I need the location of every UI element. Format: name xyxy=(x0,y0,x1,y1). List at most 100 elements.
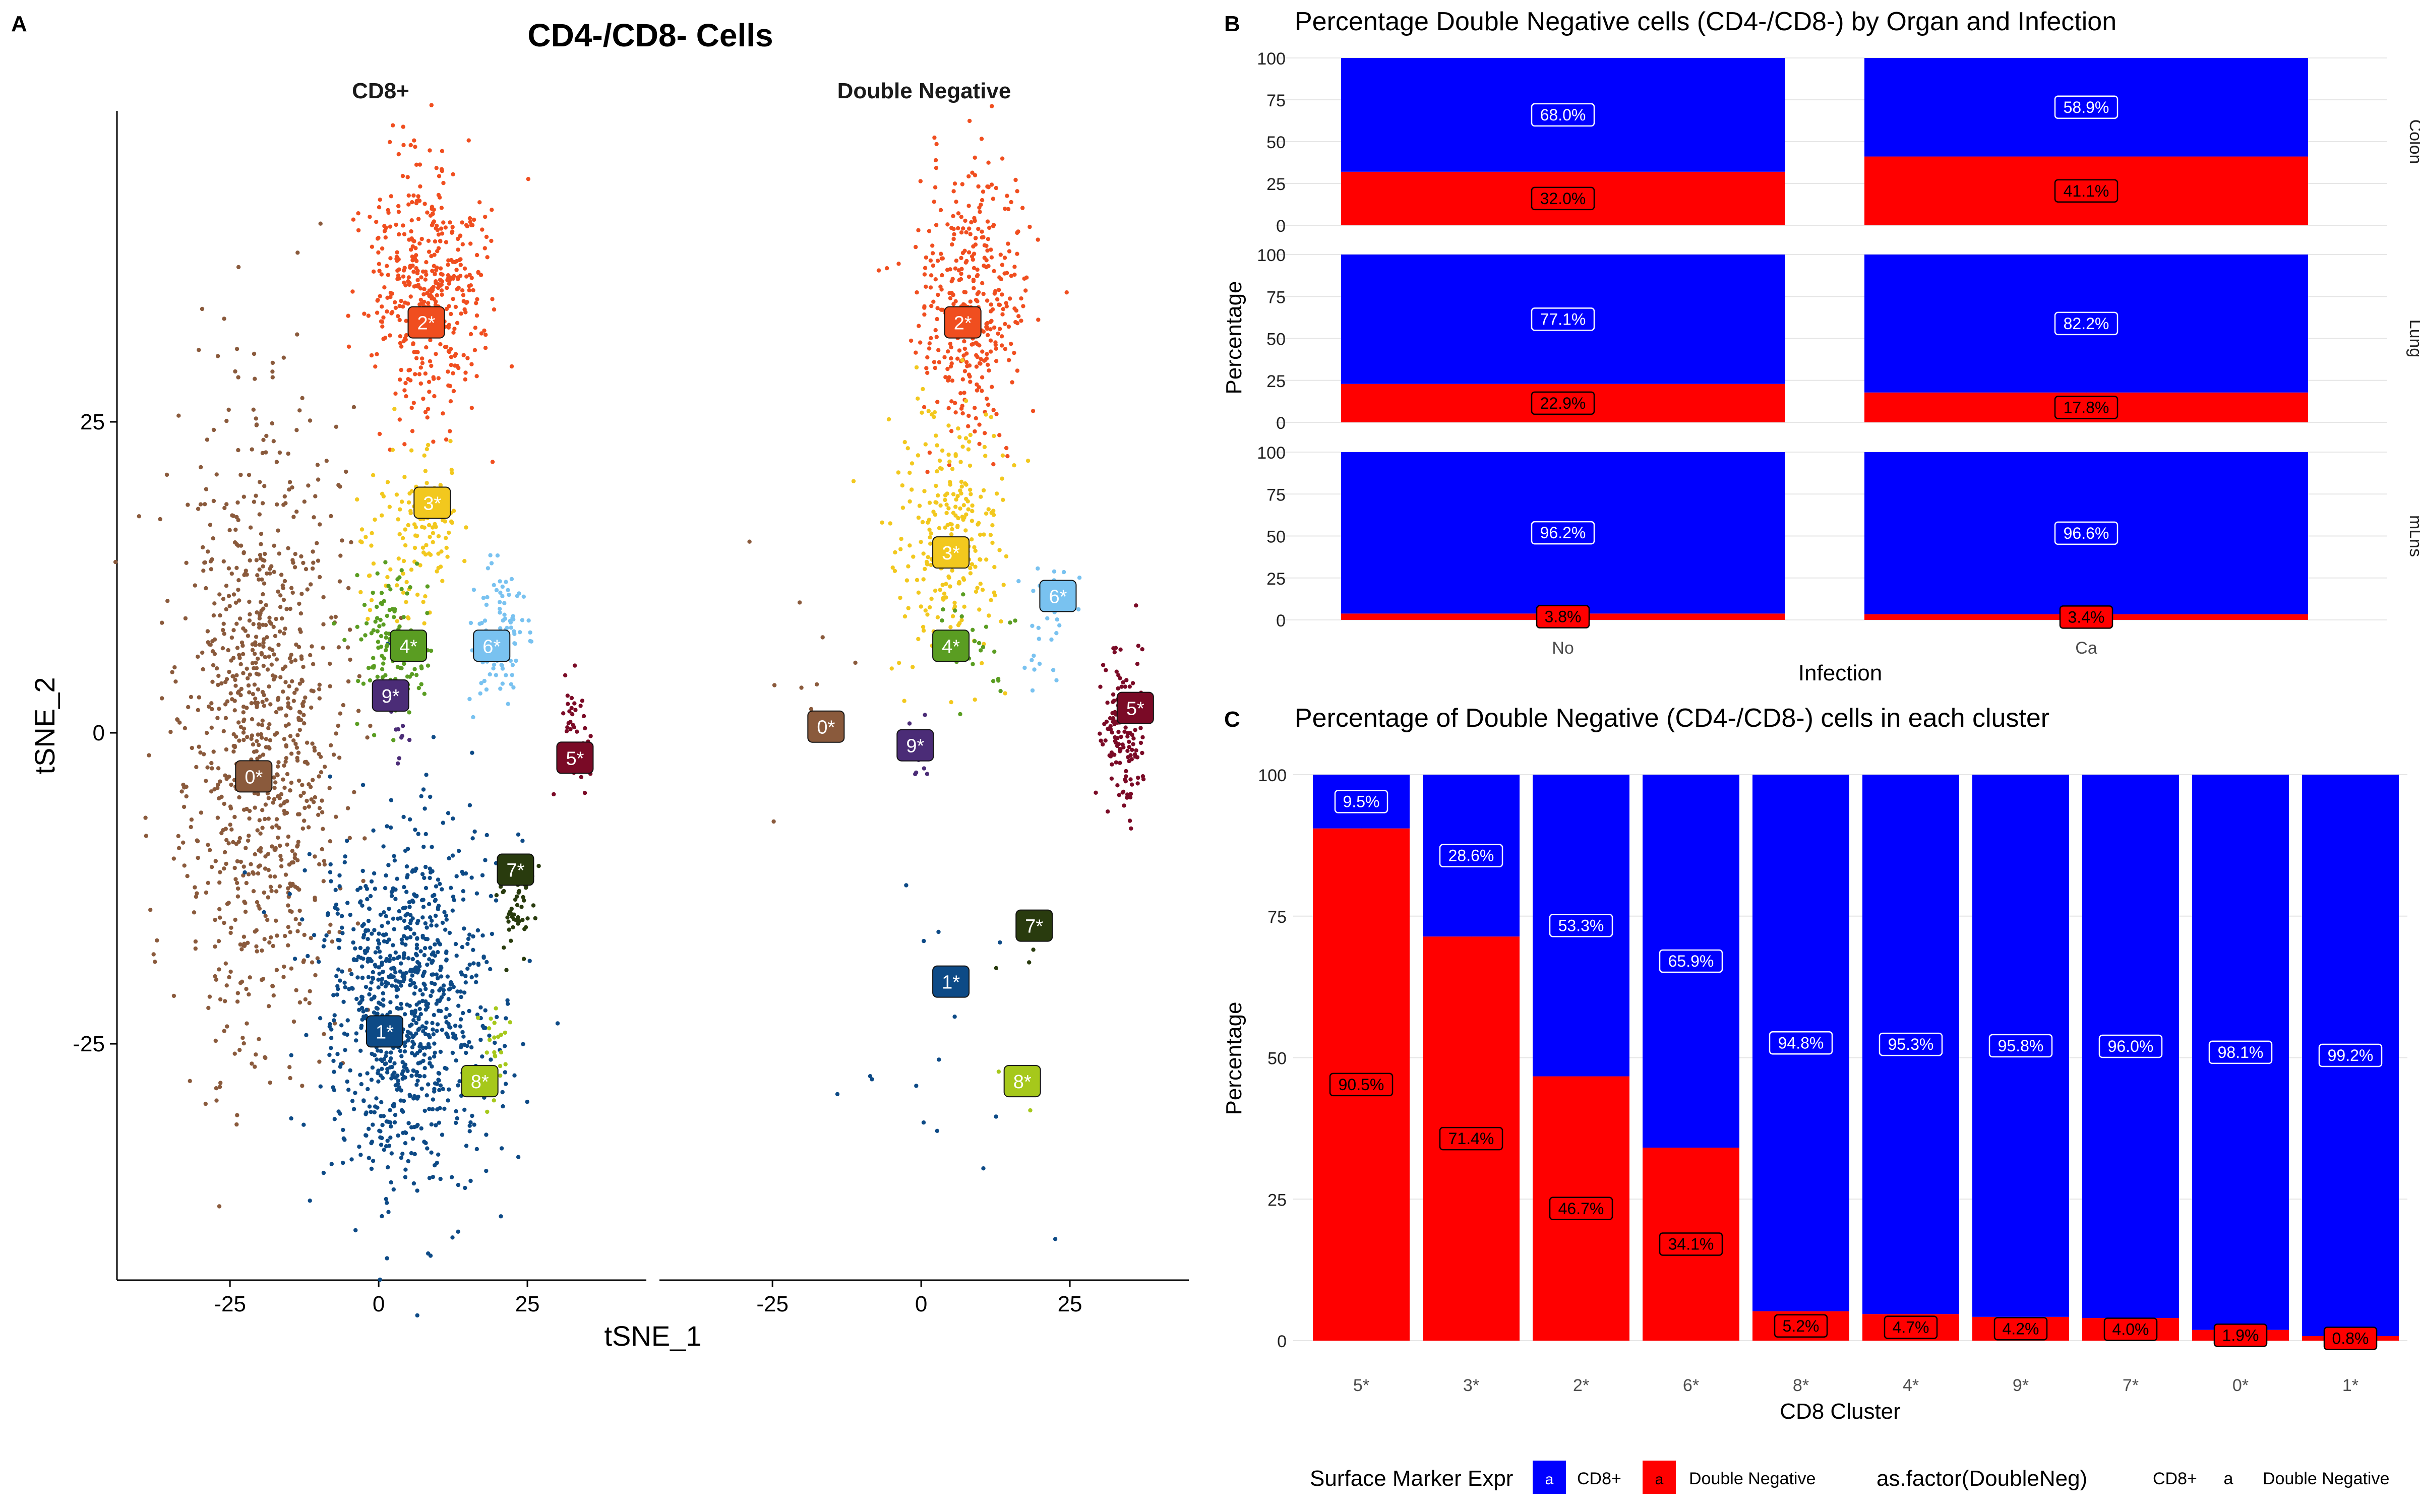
tsne-point xyxy=(210,557,214,562)
tsne-point xyxy=(317,696,322,701)
tsne-point xyxy=(199,810,204,815)
tsne-point xyxy=(353,1228,358,1233)
tsne-point xyxy=(347,987,351,991)
tsne-point xyxy=(279,792,284,797)
tsne-point xyxy=(427,380,432,384)
tsne-point xyxy=(959,230,964,235)
tsne-point xyxy=(408,921,413,925)
tsne-point xyxy=(394,994,399,999)
cluster-label-box xyxy=(932,536,970,569)
tsne-point xyxy=(431,735,436,739)
tsne-point xyxy=(955,494,960,498)
tsne-point xyxy=(360,903,365,908)
tsne-point xyxy=(962,248,967,253)
tsne-point xyxy=(451,330,456,335)
tsne-point xyxy=(1114,760,1118,765)
tsne-point xyxy=(996,1069,1001,1074)
y-tick-label: 50 xyxy=(1267,1049,1287,1068)
tsne-point xyxy=(261,437,266,442)
data-label-box xyxy=(2208,1040,2273,1064)
tsne-point xyxy=(520,918,525,922)
tsne-point xyxy=(264,737,268,741)
tsne-point xyxy=(926,555,930,559)
tsne-point xyxy=(338,553,343,558)
tsne-point xyxy=(248,672,252,677)
tsne-point xyxy=(262,484,267,488)
tsne-point xyxy=(232,814,237,820)
tsne-point xyxy=(268,571,272,576)
tsne-point xyxy=(1015,189,1019,194)
tsne-point xyxy=(809,707,814,712)
tsne-point xyxy=(948,341,953,346)
tsne-point xyxy=(249,736,254,741)
tsne-point xyxy=(353,946,357,951)
tsne-point xyxy=(919,604,924,609)
tsne-point xyxy=(384,1050,389,1055)
tsne-point xyxy=(371,473,376,477)
tsne-point xyxy=(991,197,996,201)
tsne-point xyxy=(216,673,221,678)
tsne-point xyxy=(331,752,336,757)
tsne-point xyxy=(1123,684,1127,689)
tsne-point xyxy=(456,1229,460,1234)
legend-key-glyph: a xyxy=(1545,1471,1554,1488)
tsne-point xyxy=(271,624,276,629)
tsne-point xyxy=(435,1082,439,1086)
tsne-point xyxy=(467,273,472,277)
tsne-point xyxy=(771,819,776,824)
tsne-point xyxy=(361,681,366,686)
tsne-point xyxy=(261,564,265,569)
tsne-point xyxy=(274,616,278,621)
tsne-point xyxy=(507,912,511,916)
tsne-point xyxy=(420,935,425,940)
tsne-point xyxy=(485,1109,490,1114)
tsne-point xyxy=(258,863,262,868)
tsne-point xyxy=(403,381,408,386)
tsne-point xyxy=(299,656,304,661)
tsne-point xyxy=(937,458,942,463)
tsne-point xyxy=(499,1146,504,1151)
tsne-point xyxy=(583,726,587,731)
tsne-point xyxy=(177,720,182,725)
tsne-point xyxy=(971,277,976,282)
tsne-point xyxy=(1036,237,1040,242)
tsne-point xyxy=(940,583,945,587)
tsne-point xyxy=(273,634,278,639)
tsne-point xyxy=(403,1175,408,1179)
tsne-point xyxy=(282,964,286,969)
tsne-point xyxy=(984,258,989,263)
tsne-point xyxy=(369,631,374,636)
tsne-point xyxy=(499,1032,504,1037)
tsne-point xyxy=(934,483,938,488)
tsne-point xyxy=(423,552,428,557)
tsne-point xyxy=(363,951,368,956)
tsne-point xyxy=(935,259,940,263)
tsne-point xyxy=(935,615,940,620)
tsne-point xyxy=(428,1035,432,1040)
cluster-label-text: 2* xyxy=(417,313,436,334)
tsne-point xyxy=(966,413,971,418)
tsne-point xyxy=(282,737,286,741)
tsne-point xyxy=(318,1084,323,1089)
tsne-point xyxy=(301,1122,306,1127)
tsne-point xyxy=(470,223,475,227)
tsne-point xyxy=(283,626,287,631)
data-label-box xyxy=(2054,521,2119,545)
tsne-point xyxy=(980,349,985,354)
tsne-point xyxy=(380,513,384,518)
tsne-point xyxy=(281,777,285,782)
tsne-point xyxy=(443,1015,448,1020)
tsne-point xyxy=(260,501,265,506)
tsne-point xyxy=(231,514,236,518)
tsne-point xyxy=(371,590,375,595)
tsne-point xyxy=(427,523,432,528)
tsne-point xyxy=(462,990,467,995)
tsne-point xyxy=(1031,948,1036,952)
tsne-point xyxy=(254,493,258,498)
tsne-point xyxy=(958,712,962,717)
tsne-point xyxy=(989,319,994,323)
tsne-point xyxy=(451,297,455,301)
tsne-point xyxy=(958,460,963,464)
tsne-point xyxy=(910,461,915,466)
tsne-point xyxy=(395,956,400,961)
